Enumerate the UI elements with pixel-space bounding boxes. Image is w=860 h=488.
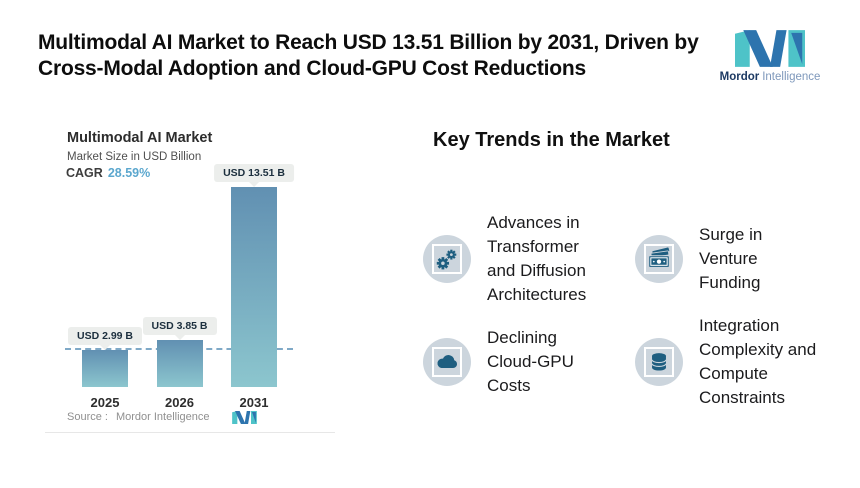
cagr-value: 28.59%	[107, 166, 151, 180]
cloud-icon	[437, 355, 458, 369]
page-title: Multimodal AI Market to Reach USD 13.51 …	[38, 30, 718, 82]
page-title-line2: Cross-Modal Adoption and Cloud-GPU Cost …	[38, 57, 587, 80]
banknote-icon	[648, 247, 670, 268]
bar-value-pill: USD 3.85 B	[142, 317, 217, 335]
trend-icon-badge	[635, 338, 683, 386]
source-row: Source : Mordor Intelligence	[67, 411, 210, 423]
chart-panel: Multimodal AI Market Market Size in USD …	[45, 118, 335, 433]
brand-name: Mordor Intelligence	[720, 71, 821, 83]
chart-title: Multimodal AI Market	[67, 130, 213, 146]
badge-frame	[432, 244, 462, 274]
bar	[156, 340, 203, 387]
database-icon	[651, 353, 667, 371]
trend-text: Declining Cloud-GPU Costs	[487, 328, 574, 395]
trend-item-funding: Surge in Venture Funding	[635, 225, 799, 292]
trend-text: Integration Complexity and Compute Const…	[699, 316, 817, 407]
gears-icon	[436, 249, 457, 270]
trend-icon-badge	[635, 235, 683, 283]
badge-frame	[432, 347, 462, 377]
cagr-label: CAGR	[66, 166, 103, 180]
cagr-row: CAGR 28.59%	[66, 166, 150, 180]
trends-heading: Key Trends in the Market	[433, 129, 670, 151]
bar	[231, 187, 277, 387]
bar-plot: USD 2.99 B 2025 USD 3.85 B 2026 USD 13.51 B 2…	[65, 164, 317, 410]
brand-name-light: Intelligence	[762, 71, 821, 83]
bar-value-pill: USD 2.99 B	[67, 327, 143, 345]
badge-frame	[644, 244, 674, 274]
page-title-line1: Multimodal AI Market to Reach USD 13.51 …	[38, 31, 699, 54]
trend-item-architectures: Advances in Transformer and Diffusion Ar…	[423, 213, 599, 304]
trend-icon-badge	[423, 338, 471, 386]
brand-name-bold: Mordor	[719, 71, 760, 83]
bar-value-pill: USD 13.51 B	[214, 164, 294, 182]
trend-item-integration: Integration Complexity and Compute Const…	[635, 316, 821, 407]
source-label: Source :	[67, 411, 108, 423]
chart-subtitle: Market Size in USD Billion	[67, 151, 202, 163]
x-axis-label: 2026	[165, 395, 194, 410]
x-axis-label: 2031	[239, 395, 269, 410]
mini-logo-icon	[232, 411, 257, 424]
mordor-logo-icon	[735, 30, 805, 67]
bar	[82, 350, 128, 387]
trend-item-cloud-costs: Declining Cloud-GPU Costs	[423, 328, 592, 395]
trend-text: Advances in Transformer and Diffusion Ar…	[487, 213, 587, 304]
source-value: Mordor Intelligence	[115, 411, 210, 423]
trend-icon-badge	[423, 235, 471, 283]
badge-frame	[644, 347, 674, 377]
brand-logo: Mordor Intelligence	[720, 30, 821, 83]
trend-text: Surge in Venture Funding	[699, 225, 763, 292]
x-axis-label: 2025	[90, 395, 120, 410]
